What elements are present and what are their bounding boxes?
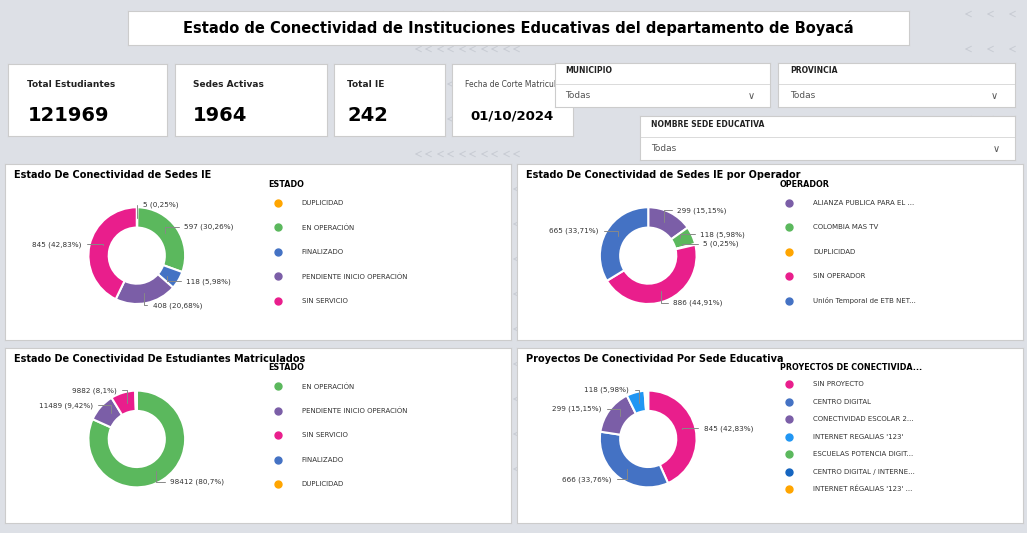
Wedge shape: [646, 391, 648, 411]
Text: 299 (15,15%): 299 (15,15%): [553, 406, 620, 416]
Text: DUPLICIDAD: DUPLICIDAD: [813, 249, 855, 255]
Text: 5 (0,25%): 5 (0,25%): [682, 240, 738, 247]
Text: 242: 242: [347, 106, 388, 125]
Text: ∨: ∨: [991, 91, 998, 101]
Text: 98412 (80,7%): 98412 (80,7%): [156, 471, 224, 485]
Wedge shape: [88, 391, 185, 487]
Text: 1964: 1964: [193, 106, 248, 125]
Text: 845 (42,83%): 845 (42,83%): [32, 241, 103, 247]
Text: ESCUELAS POTENCIA DIGIT...: ESCUELAS POTENCIA DIGIT...: [813, 451, 913, 457]
Text: 597 (30,26%): 597 (30,26%): [165, 223, 234, 233]
Text: SIN PROYECTO: SIN PROYECTO: [813, 381, 864, 387]
Text: CONECTIVIDAD ESCOLAR 2...: CONECTIVIDAD ESCOLAR 2...: [813, 416, 914, 422]
Text: INTERNET RÉGALIAS '123' ...: INTERNET RÉGALIAS '123' ...: [813, 486, 913, 492]
Text: Estado De Conectividad de Sedes IE: Estado De Conectividad de Sedes IE: [14, 171, 212, 180]
Text: Estado De Conectividad De Estudiantes Matriculados: Estado De Conectividad De Estudiantes Ma…: [14, 354, 305, 364]
Wedge shape: [92, 398, 122, 427]
Text: 665 (33,71%): 665 (33,71%): [548, 228, 618, 236]
Text: DUPLICIDAD: DUPLICIDAD: [302, 200, 344, 206]
Text: Fecha de Corte Matricula: Fecha de Corte Matricula: [464, 79, 561, 88]
Wedge shape: [601, 395, 636, 435]
Wedge shape: [648, 391, 696, 483]
Text: FINALIZADO: FINALIZADO: [302, 249, 344, 255]
Text: SIN SERVICIO: SIN SERVICIO: [302, 432, 347, 438]
Text: 118 (5,98%): 118 (5,98%): [680, 231, 745, 238]
Text: 408 (20,68%): 408 (20,68%): [144, 293, 202, 309]
Text: SIN OPERADOR: SIN OPERADOR: [813, 273, 866, 279]
Wedge shape: [138, 207, 185, 272]
Text: 299 (15,15%): 299 (15,15%): [664, 207, 727, 222]
Text: Todas: Todas: [651, 144, 677, 154]
Text: EN OPERACIÓN: EN OPERACIÓN: [302, 224, 354, 231]
Text: EN OPERACIÓN: EN OPERACIÓN: [302, 383, 354, 390]
Wedge shape: [648, 207, 688, 239]
Wedge shape: [676, 244, 695, 249]
Text: INTERNET REGALIAS '123': INTERNET REGALIAS '123': [813, 434, 904, 440]
Text: ∨: ∨: [992, 144, 999, 154]
Wedge shape: [600, 432, 668, 487]
Wedge shape: [158, 265, 182, 288]
Wedge shape: [607, 245, 696, 304]
Text: 11489 (9,42%): 11489 (9,42%): [39, 402, 111, 413]
Text: Unión Temporal de ETB NET...: Unión Temporal de ETB NET...: [813, 297, 916, 304]
Wedge shape: [645, 391, 647, 411]
Text: Todas: Todas: [566, 91, 591, 100]
Text: PROVINCIA: PROVINCIA: [791, 66, 838, 75]
Text: 118 (5,98%): 118 (5,98%): [584, 387, 639, 402]
Text: DUPLICIDAD: DUPLICIDAD: [302, 481, 344, 487]
Text: CENTRO DIGITAL / INTERNE...: CENTRO DIGITAL / INTERNE...: [813, 469, 915, 475]
Text: PROYECTOS DE CONECTIVIDA...: PROYECTOS DE CONECTIVIDA...: [779, 363, 922, 372]
Wedge shape: [112, 391, 136, 415]
Text: ESTADO: ESTADO: [268, 180, 304, 189]
Wedge shape: [88, 207, 137, 299]
Text: SIN SERVICIO: SIN SERVICIO: [302, 298, 347, 304]
Text: ESTADO: ESTADO: [268, 363, 304, 372]
Text: Proyectos De Conectividad Por Sede Educativa: Proyectos De Conectividad Por Sede Educa…: [526, 354, 784, 364]
Text: Total Estudiantes: Total Estudiantes: [28, 79, 116, 88]
Text: CENTRO DIGITAL: CENTRO DIGITAL: [813, 399, 871, 405]
Wedge shape: [116, 274, 174, 304]
Text: PENDIENTE INICIO OPERACIÓN: PENDIENTE INICIO OPERACIÓN: [302, 273, 408, 280]
Text: OPERADOR: OPERADOR: [779, 180, 830, 189]
Wedge shape: [136, 391, 137, 411]
Text: Total IE: Total IE: [347, 79, 384, 88]
Text: ∨: ∨: [748, 91, 755, 101]
Text: 886 (44,91%): 886 (44,91%): [661, 290, 723, 306]
Text: COLOMBIA MAS TV: COLOMBIA MAS TV: [813, 224, 878, 230]
Text: FINALIZADO: FINALIZADO: [302, 457, 344, 463]
Text: MUNICIPIO: MUNICIPIO: [566, 66, 612, 75]
Text: Estado De Conectividad de Sedes IE por Operador: Estado De Conectividad de Sedes IE por O…: [526, 171, 800, 180]
Text: 9882 (8,1%): 9882 (8,1%): [72, 387, 126, 403]
Wedge shape: [600, 207, 648, 281]
Text: Estado de Conectividad de Instituciones Educativas del departamento de Boyacá: Estado de Conectividad de Instituciones …: [184, 20, 853, 36]
Text: PENDIENTE INICIO OPERACIÓN: PENDIENTE INICIO OPERACIÓN: [302, 408, 408, 414]
Text: 121969: 121969: [28, 106, 109, 125]
Text: NOMBRE SEDE EDUCATIVA: NOMBRE SEDE EDUCATIVA: [651, 119, 764, 128]
Text: 666 (33,76%): 666 (33,76%): [563, 470, 627, 483]
Text: 5 (0,25%): 5 (0,25%): [137, 201, 179, 218]
Text: 118 (5,98%): 118 (5,98%): [166, 276, 231, 285]
Text: Todas: Todas: [791, 91, 815, 100]
Text: ALIANZA PUBLICA PARA EL ...: ALIANZA PUBLICA PARA EL ...: [813, 200, 914, 206]
Text: 845 (42,83%): 845 (42,83%): [682, 425, 753, 432]
Text: 01/10/2024: 01/10/2024: [470, 109, 555, 122]
Wedge shape: [626, 391, 646, 414]
Text: Sedes Activas: Sedes Activas: [193, 79, 264, 88]
Wedge shape: [671, 228, 695, 249]
